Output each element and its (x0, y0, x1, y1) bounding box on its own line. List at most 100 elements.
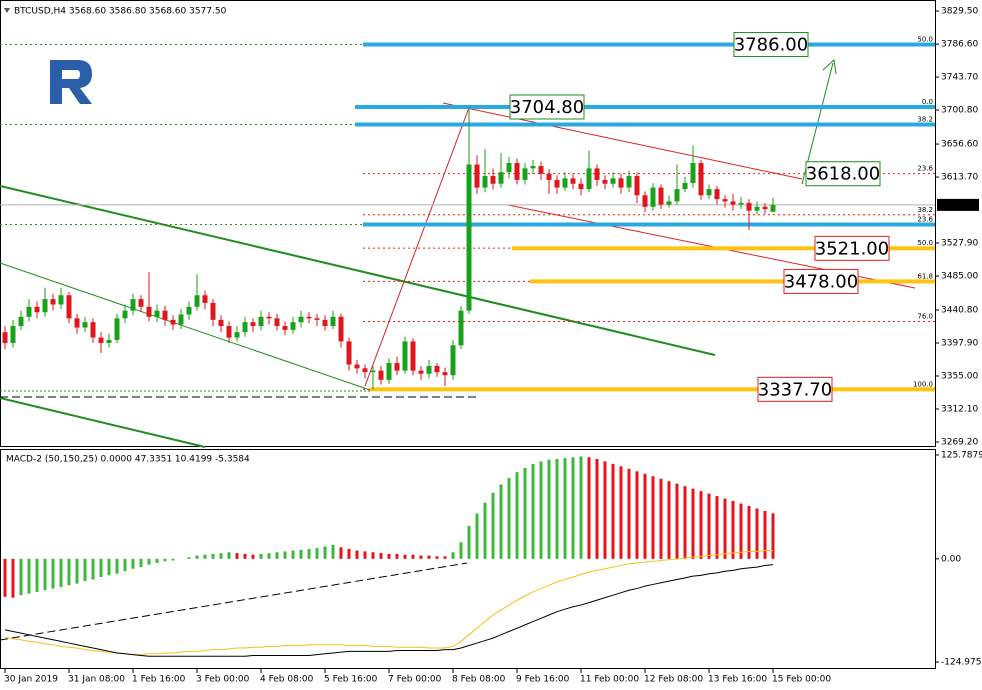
candle-body (514, 162, 520, 180)
candle-body (26, 306, 32, 317)
macd-bar (555, 458, 559, 559)
macd-bar (331, 544, 335, 559)
candle-body (194, 295, 200, 307)
macd-bar (363, 551, 367, 559)
macd-bar (587, 457, 591, 559)
macd-bar (491, 492, 495, 559)
macd-bar (259, 553, 263, 559)
candle-body (594, 168, 600, 180)
level-label: 3478.00 (784, 271, 858, 292)
macd-bar (579, 456, 583, 559)
level-label: 3337.70 (758, 379, 832, 400)
candle-body (82, 322, 88, 328)
y-tick-label: 0.00 (941, 554, 961, 564)
candle-body (18, 316, 24, 327)
fib-label: 23.6 (917, 215, 933, 223)
candle-body (266, 316, 272, 319)
macd-bar (515, 472, 519, 559)
fib-label: 23.6 (917, 165, 933, 173)
candle-body (370, 370, 376, 373)
candle-body (586, 168, 592, 190)
macd-bar (147, 558, 151, 565)
macd-bar (275, 552, 279, 559)
level-line (530, 279, 935, 284)
y-tick-label: 125.7879 (941, 450, 982, 460)
macd-bar (451, 552, 455, 559)
y-tick-label: 3269.20 (941, 438, 978, 448)
candle-body (674, 189, 680, 202)
macd-bar (467, 525, 471, 559)
candle-body (306, 316, 312, 319)
level-label-box (757, 376, 833, 402)
candle-body (754, 206, 760, 211)
level-label-box (783, 268, 859, 294)
macd-bar (731, 501, 735, 559)
macd-bar (59, 558, 63, 587)
candle-body (642, 195, 648, 207)
candle-body (770, 204, 776, 212)
y-tick-label: 3527.90 (941, 239, 978, 249)
x-tick-label: 5 Feb 16:00 (324, 675, 378, 685)
candle-body (10, 326, 16, 343)
x-tick-label: 30 Jan 2019 (4, 675, 58, 685)
macd-bar (723, 498, 727, 559)
macd-bar (659, 478, 663, 559)
candle-body (258, 316, 264, 327)
y-tick-label: 3613.70 (941, 173, 978, 183)
macd-bar (171, 558, 175, 561)
macd-bar (251, 554, 255, 559)
fib-label: 38.2 (917, 206, 933, 214)
macd-bar (267, 553, 271, 559)
macd-bar (283, 551, 287, 559)
macd-bar (99, 558, 103, 578)
macd-bar (443, 556, 447, 559)
candle-body (738, 202, 744, 205)
y-tick-label: 3440.80 (941, 306, 978, 316)
candle-body (218, 319, 224, 327)
candle-body (538, 166, 544, 174)
macd-bar (35, 558, 39, 592)
candle-body (98, 337, 104, 343)
x-tick-label: 8 Feb 08:00 (452, 675, 506, 685)
candle-body (290, 322, 296, 330)
macd-bar (475, 513, 479, 559)
macd-bar (619, 466, 623, 559)
macd-bar (483, 502, 487, 559)
macd-bar (323, 546, 327, 559)
candle-body (42, 299, 48, 313)
candle-body (106, 339, 112, 343)
x-tick-label: 15 Feb 00:00 (772, 675, 831, 685)
macd-bar (411, 554, 415, 559)
candle-body (490, 176, 496, 184)
x-tick-label: 11 Feb 00:00 (580, 675, 639, 685)
macd-main-line (4, 564, 774, 657)
macd-bar (3, 558, 7, 597)
macd-bar (507, 477, 511, 559)
macd-bar (595, 458, 599, 559)
symbol-icon (4, 8, 10, 13)
macd-bar (771, 513, 775, 559)
candle-body (330, 316, 336, 327)
macd-bar (155, 558, 159, 563)
x-tick-label: 9 Feb 16:00 (516, 675, 570, 685)
x-tick-label: 3 Feb 00:00 (196, 675, 250, 685)
candle-body (730, 201, 736, 205)
macd-bar (499, 484, 503, 559)
macd-bar (163, 558, 167, 562)
fib-label: 50.0 (917, 36, 933, 44)
y-tick-label: 3743.70 (941, 73, 978, 83)
y-tick-label: 3485.00 (941, 272, 978, 282)
level-line (363, 222, 935, 227)
macd-bar (667, 481, 671, 559)
macd-bar (547, 459, 551, 559)
candle-body (658, 187, 664, 205)
fib-label: 38.2 (917, 116, 933, 124)
level-label: 3704.80 (510, 97, 584, 118)
last-price-label: 3577.50 (941, 200, 978, 210)
candle-body (426, 366, 432, 374)
candle-body (130, 299, 136, 311)
macd-header: MACD-2 (50,150,25) 0.0000 47.3351 10.419… (6, 455, 250, 465)
candle-body (346, 341, 352, 365)
candle-body (250, 322, 256, 327)
